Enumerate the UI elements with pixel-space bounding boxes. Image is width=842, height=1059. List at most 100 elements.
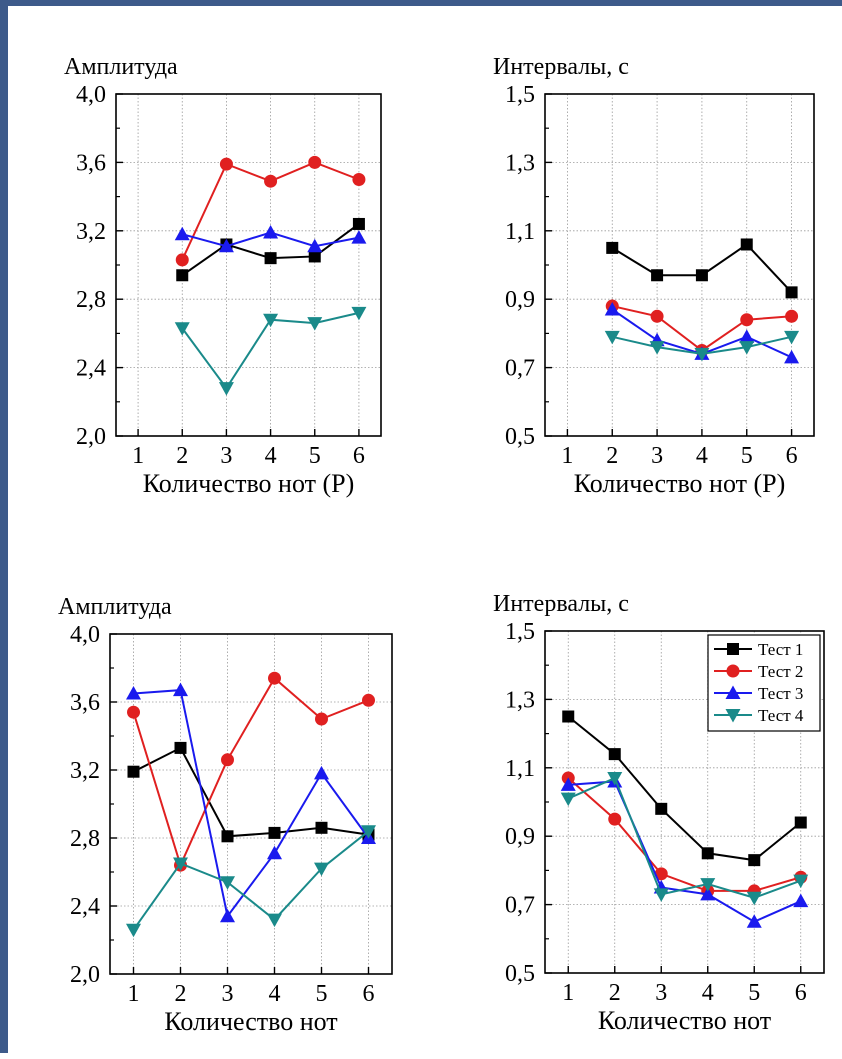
x-tick-label: 1 [132,443,144,469]
x-tick-label: 5 [748,980,760,1006]
data-point-series-3 [560,777,576,791]
data-point-series-4 [263,313,279,328]
data-point-series-3 [604,301,620,316]
y-tick-label: 3,6 [70,690,100,716]
data-point-series-3 [793,893,809,908]
x-axis-label: Количество нот [164,1007,337,1036]
y-tick-label: 2,8 [76,287,106,313]
series-line-1 [567,715,802,862]
data-point-series-1 [264,252,277,265]
y-tick-label: 3,6 [76,150,106,176]
data-point-series-1 [315,821,328,834]
series-line-1 [133,746,369,838]
legend-label-4: Тест 4 [758,706,804,725]
series-line-4 [567,776,802,899]
x-tick-label: 2 [609,980,621,1006]
y-tick-label: 0,9 [505,824,535,850]
data-point-series-3 [174,226,190,241]
figure-canvas: 2,0 2,4 2,8 3,2 3,6 4,0 1 2 3 4 5 6 Амплитуда Количес… [58,54,825,1036]
data-point-series-2 [219,157,233,171]
x-axis-label: Количество нот (P) [143,469,355,498]
y-axis-label: Амплитуда [58,594,172,620]
data-point-series-1 [695,269,708,282]
y-tick-label: 1,1 [505,219,535,245]
x-tick-label: 5 [309,443,321,469]
data-point-series-3 [126,686,141,700]
data-point-series-2 [127,705,140,719]
y-tick-label: 2,0 [70,962,100,988]
y-tick-label: 1,1 [505,756,535,782]
y-tick-label: 0,5 [505,424,535,450]
data-point-series-2 [264,174,278,188]
chart-panel-2: 0,5 0,7 0,9 1,1 1,3 1,5 1 2 3 4 5 6 Интервалы, с Коли… [493,54,815,498]
data-point-series-1 [176,269,189,282]
x-tick-label: 1 [128,981,140,1007]
chart-panel-4: 0,5 0,7 0,9 1,1 1,3 1,5 1 2 3 4 5 6 Интервалы, с Коли… [493,591,825,1035]
data-point-series-2 [315,712,328,726]
y-tick-label: 3,2 [70,758,100,784]
data-point-series-1 [308,250,321,263]
data-point-series-4 [314,862,329,877]
data-point-series-1 [127,765,140,778]
data-point-series-4 [267,913,282,928]
data-point-series-4 [653,888,669,902]
series-line-2 [567,777,802,892]
data-point-series-1 [740,238,753,251]
series-line-3 [133,689,370,919]
x-axis-label: Количество нот [598,1006,771,1035]
x-tick-label: 3 [651,443,663,469]
data-point-series-4 [174,322,190,336]
data-point-series-4 [607,772,623,786]
y-tick-label: 3,2 [76,219,106,245]
series-line-2 [132,676,369,869]
x-tick-label: 5 [316,981,328,1007]
data-point-series-3 [173,682,188,697]
data-point-series-4 [604,330,620,345]
data-point-series-2 [785,309,799,323]
y-tick-label: 0,7 [505,893,535,919]
data-point-series-2 [740,313,754,327]
data-point-series-1 [562,710,575,723]
data-point-series-1 [748,854,761,867]
x-tick-label: 6 [795,980,807,1006]
y-tick-label: 1,5 [505,619,535,645]
data-point-series-1 [174,741,187,754]
data-point-series-4 [307,317,323,331]
y-tick-label: 2,4 [76,356,106,382]
data-point-series-2 [268,671,281,685]
data-point-series-1 [221,830,234,843]
data-point-series-3 [307,238,323,253]
data-point-series-2 [654,867,668,881]
data-point-series-2 [352,173,366,186]
x-tick-label: 2 [176,443,188,469]
legend: Тест 1 Тест 2 Тест 3 Тест 4 [707,634,821,732]
chart-panel-1: 2,0 2,4 2,8 3,2 3,6 4,0 1 2 3 4 5 6 Амплитуда Количес… [64,54,382,498]
data-point-series-1 [651,269,664,282]
y-axis-label: Амплитуда [64,54,178,80]
data-point-series-4 [694,347,710,362]
data-point-series-3 [746,914,762,928]
data-point-series-3 [784,349,800,364]
data-point-series-4 [649,341,665,355]
y-tick-label: 2,0 [76,424,106,450]
y-axis-label: Интервалы, с [493,54,629,80]
data-point-series-1 [606,241,619,254]
data-point-series-1 [352,217,365,230]
data-point-series-3 [351,230,367,244]
series-line-4 [132,830,370,931]
plot-frame [109,633,393,975]
data-point-series-2 [175,253,189,267]
x-tick-label: 3 [222,981,234,1007]
data-point-series-4 [361,825,376,839]
y-tick-label: 1,3 [505,687,535,713]
data-point-series-4 [784,330,800,345]
data-point-series-4 [218,382,234,396]
legend-marker-2 [726,664,740,678]
x-tick-label: 1 [562,980,574,1006]
data-point-series-4 [746,891,762,906]
data-point-series-2 [650,309,664,323]
data-point-series-1 [655,802,668,815]
data-point-series-1 [794,816,807,829]
data-point-series-3 [218,238,234,253]
